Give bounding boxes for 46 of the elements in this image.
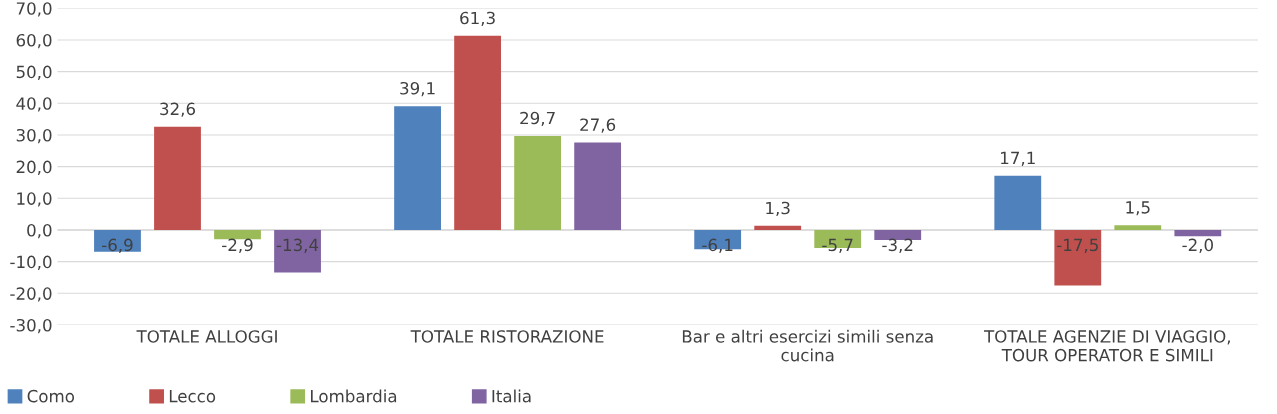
legend-label: Lecco bbox=[169, 390, 216, 403]
bar bbox=[1174, 229, 1222, 237]
data-label: 1,3 bbox=[766, 201, 790, 216]
data-label: 61,3 bbox=[460, 11, 495, 26]
bar bbox=[154, 126, 201, 230]
y-tick-label: -30,0 bbox=[10, 318, 52, 334]
bar bbox=[1114, 225, 1162, 230]
bar bbox=[514, 135, 562, 230]
data-label: -2,0 bbox=[1182, 238, 1213, 253]
bar bbox=[754, 225, 802, 230]
legend-label: Italia bbox=[492, 389, 531, 403]
data-label: 32,6 bbox=[160, 102, 196, 117]
y-tick-label: 70,0 bbox=[16, 2, 52, 17]
data-label: 27,6 bbox=[580, 118, 616, 133]
x-tick-label: Bar e altri esercizi simili senza cucina bbox=[682, 329, 933, 362]
data-label: -3,2 bbox=[882, 238, 913, 253]
bar bbox=[94, 229, 141, 252]
y-tick-label: 40,0 bbox=[16, 97, 52, 112]
x-tick-label: TOTALE AGENZIE DI VIAGGIO, TOUR OPERATOR E SIMILI bbox=[983, 330, 1230, 362]
y-tick-label: 30,0 bbox=[16, 128, 52, 144]
bar bbox=[394, 106, 441, 230]
data-label: -6,9 bbox=[102, 238, 133, 253]
bar bbox=[994, 175, 1042, 230]
bar bbox=[274, 229, 321, 273]
data-label: -13,4 bbox=[276, 238, 319, 253]
y-tick-label: -20,0 bbox=[10, 287, 52, 302]
bar bbox=[454, 35, 502, 230]
x-tick-label: TOTALE RISTORAZIONE bbox=[410, 330, 604, 343]
y-tick-label: 60,0 bbox=[16, 33, 52, 49]
legend-label: Como bbox=[27, 389, 75, 403]
legend-label: Lombardia bbox=[311, 389, 397, 403]
y-tick-label: 0,0 bbox=[27, 223, 52, 239]
data-label: 39,1 bbox=[400, 81, 435, 97]
y-tick-label: 10,0 bbox=[17, 192, 52, 207]
y-tick-label: -10,0 bbox=[10, 255, 52, 270]
data-label: -17,5 bbox=[1057, 238, 1098, 253]
data-label: -2,9 bbox=[222, 238, 253, 253]
data-label: 17,1 bbox=[1001, 151, 1035, 166]
bar bbox=[1054, 229, 1102, 286]
bar bbox=[574, 142, 622, 230]
bar bbox=[214, 229, 261, 240]
data-label: 1,5 bbox=[1126, 201, 1150, 216]
x-tick-label: TOTALE ALLOGGI bbox=[136, 330, 277, 343]
y-tick-label: 50,0 bbox=[16, 65, 52, 80]
data-label: 29,7 bbox=[520, 111, 555, 127]
y-tick-label: 20,0 bbox=[16, 160, 52, 175]
